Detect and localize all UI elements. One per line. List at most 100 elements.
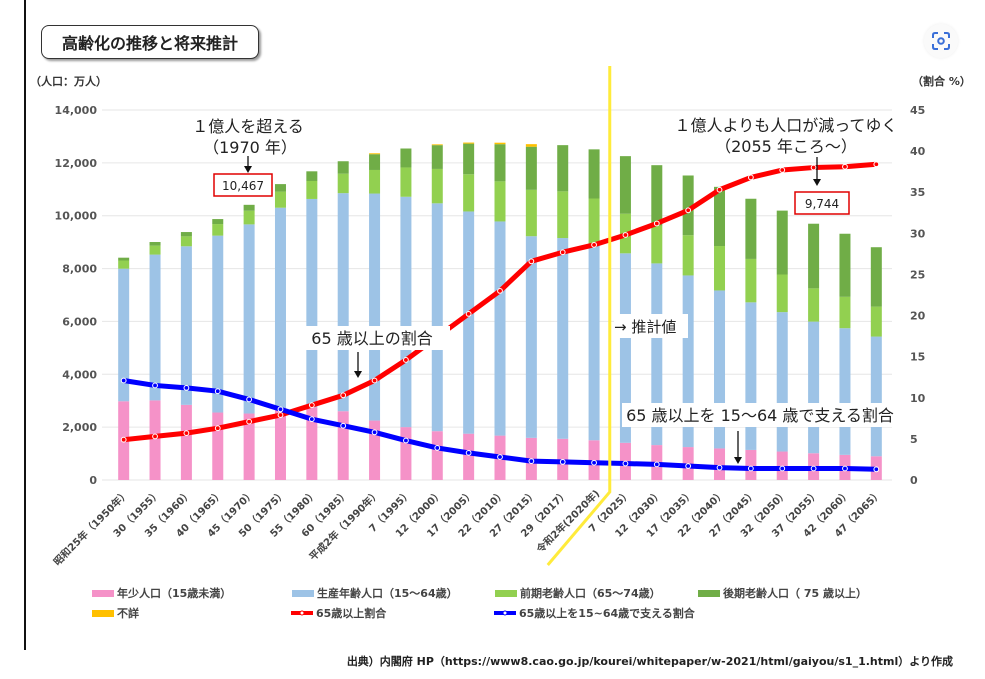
bar-segment <box>149 242 161 246</box>
bar-segment <box>494 221 506 436</box>
bar-segment <box>839 233 851 297</box>
bar-segment <box>682 175 694 236</box>
series-point <box>152 382 158 389</box>
label-bg <box>294 326 450 350</box>
annotation-decline-text: １億人よりも人口が減ってゆく <box>675 116 898 135</box>
bar-segment <box>369 420 381 480</box>
series-point <box>685 207 692 214</box>
y-tick-label: 8,000 <box>62 263 97 276</box>
legend-label: 前期老齢人口（65～74歳） <box>520 587 661 600</box>
bar-segment <box>651 165 663 226</box>
bar-segment <box>870 247 882 307</box>
bar-segment <box>745 198 757 259</box>
bar-segment <box>180 246 192 405</box>
series-point <box>152 433 158 440</box>
series-point <box>403 357 409 363</box>
bar-segment <box>118 257 130 261</box>
bar-segment <box>306 198 318 408</box>
series-point <box>308 402 315 409</box>
y-tick-label: 12,000 <box>55 157 98 170</box>
bar-segment <box>682 235 694 276</box>
bar-segment <box>400 167 412 197</box>
bar-segment <box>494 142 506 145</box>
bar-segment <box>463 174 475 212</box>
annotations: １億人を超える （1970 年） 10,467 １億人よりも人口が減ってゆく （2055… <box>192 116 898 464</box>
legend-label: 年少人口（15歳未満） <box>117 587 232 600</box>
y-tick-label: 6,000 <box>62 315 97 328</box>
series-point <box>277 412 284 418</box>
y2-tick-label: 15 <box>910 351 925 364</box>
legend-swatch <box>495 589 517 597</box>
bar-segment <box>525 146 537 190</box>
bar-segment <box>212 412 224 480</box>
y2-tick-label: 20 <box>910 310 926 323</box>
bar-segment <box>118 268 130 402</box>
bar-segment <box>212 219 224 225</box>
bar-segment <box>745 302 757 450</box>
bar-segment <box>274 191 286 208</box>
bar-segment <box>149 254 161 401</box>
bar-segment <box>274 184 286 192</box>
bar-segment <box>431 145 443 169</box>
bar-segment <box>306 171 318 181</box>
series-point <box>497 287 503 294</box>
series-point <box>559 249 566 256</box>
series-point <box>497 454 503 460</box>
bar-segment <box>463 433 475 480</box>
series-point <box>465 449 472 456</box>
bar-segment <box>494 181 506 222</box>
chart-title: 高齢化の推移と将来推計 <box>41 25 259 59</box>
series-point <box>622 460 629 467</box>
legend-item-early-elderly: 前期老齢人口（65～74歳） <box>495 585 661 601</box>
y-tick-label: 4,000 <box>62 368 97 381</box>
left-border-rule <box>24 0 26 650</box>
series-point <box>403 437 409 444</box>
y2-tick-label: 35 <box>910 186 925 199</box>
lens-button[interactable] <box>924 24 958 58</box>
bar-segment <box>808 288 820 322</box>
right-axis-unit: （割合 %） <box>912 75 971 88</box>
y2-tick-label: 10 <box>910 392 926 405</box>
arrow-head <box>354 371 362 378</box>
arrow-head <box>734 457 742 464</box>
series-point <box>528 258 535 265</box>
right-axis-ticks: 0 5 10 15 20 25 30 35 40 45 <box>910 104 926 487</box>
series-point <box>120 436 127 443</box>
bar-segment <box>745 449 757 480</box>
value-box-9744 <box>794 191 850 215</box>
chart-area: 02,0004,0006,0008,00010,00012,00014,000 … <box>51 66 926 568</box>
series-point <box>842 465 848 472</box>
annotation-exceed-text: １億人を超える <box>192 117 304 136</box>
annotation-value-9744: 9,744 <box>805 197 839 211</box>
legend-item-working-age: 生産年齢人口（15～64歳） <box>292 585 458 601</box>
legend-item-unknown: 不詳 <box>92 605 139 621</box>
annotation-value-10467: 10,467 <box>222 179 264 193</box>
series-point <box>873 161 880 168</box>
series-point <box>528 458 535 464</box>
series-point <box>434 445 441 451</box>
bar-segment <box>400 148 412 168</box>
legend-label: 後期老齢人口（ 75 歳以上） <box>723 587 867 600</box>
legend-item-youth: 年少人口（15歳未満） <box>92 585 231 601</box>
bar-segment <box>306 407 318 480</box>
y2-tick-label: 40 <box>910 145 926 158</box>
series-point <box>246 396 253 403</box>
series-point <box>340 422 347 429</box>
bar-segment <box>369 193 381 421</box>
bar-segment <box>619 156 631 214</box>
bar-segment <box>212 224 224 236</box>
bar-segment <box>839 328 851 455</box>
y-tick-label: 2,000 <box>62 421 97 434</box>
series-point <box>120 377 127 384</box>
bar-segment <box>400 427 412 480</box>
annotation-ratio65: 65 歳以上の割合 <box>311 329 432 348</box>
bar-segment <box>525 236 537 438</box>
bar-segment <box>431 168 443 204</box>
bar-segment <box>557 191 569 239</box>
bar-segment <box>714 186 726 247</box>
annotation-exceed-year: （1970 年） <box>203 138 297 157</box>
label-bg <box>622 403 898 427</box>
bar-segment <box>212 235 224 413</box>
series-point <box>371 429 378 436</box>
bar-segment <box>306 180 318 199</box>
